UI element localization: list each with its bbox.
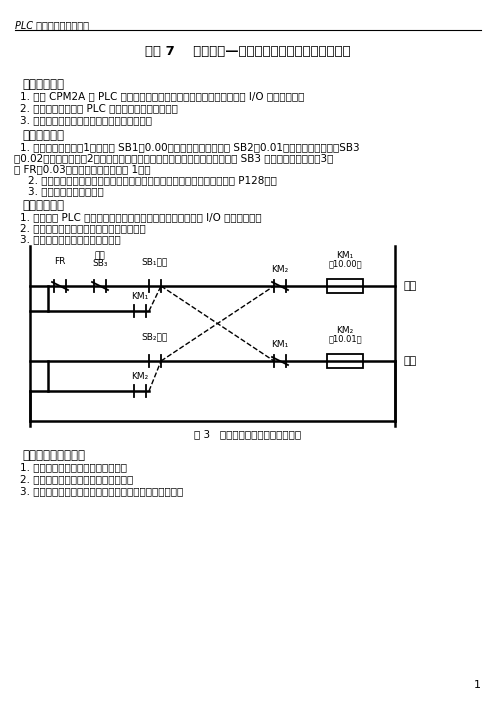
- Text: 三、实验步骤: 三、实验步骤: [22, 199, 64, 212]
- Text: 3. 调试并监控程序运行。: 3. 调试并监控程序运行。: [28, 186, 104, 196]
- Text: 图 3   电动机正反停维电器控制电路: 图 3 电动机正反停维电器控制电路: [194, 429, 302, 439]
- Text: 2. 通过实验程序熟悉 PLC 常用基本逻辑指令应用。: 2. 通过实验程序熟悉 PLC 常用基本逻辑指令应用。: [20, 103, 178, 113]
- Text: 停止: 停止: [95, 251, 105, 260]
- Text: 1. 正确连接 PLC 所需的各种电源、程序所需的输入开关板和 I/O 的接线端子。: 1. 正确连接 PLC 所需的各种电源、程序所需的输入开关板和 I/O 的接线端…: [20, 212, 261, 222]
- Text: KM₁: KM₁: [271, 340, 289, 349]
- Text: 正转: 正转: [403, 281, 416, 291]
- Text: SB₃: SB₃: [92, 259, 108, 268]
- Text: （0.02）控制停车；（2）正反转起动运行可以直接切换，不必经过停车，用 SB3 控制正反转停车；（3）: （0.02）控制停车；（2）正反转起动运行可以直接切换，不必经过停车，用 SB3…: [14, 153, 333, 163]
- Text: 反转: 反转: [403, 356, 416, 366]
- Text: 2. 写出上述梯形图程序的指令语句表。: 2. 写出上述梯形图程序的指令语句表。: [20, 474, 133, 484]
- Text: 1. 熟悉 CPM2A 型 PLC 的交流和直流电源的连接，熟悉输入开关板和 I/O 端子的连接。: 1. 熟悉 CPM2A 型 PLC 的交流和直流电源的连接，熟悉输入开关板和 I…: [20, 91, 305, 101]
- Text: 3. 运行、监控并调试，观察结果。: 3. 运行、监控并调试，观察结果。: [20, 234, 121, 244]
- Text: KM₁: KM₁: [336, 251, 354, 260]
- Text: KM₁: KM₁: [131, 292, 149, 301]
- Text: 1. 总结本次实验中程序运行的结果。: 1. 总结本次实验中程序运行的结果。: [20, 462, 127, 472]
- Text: （10.01）: （10.01）: [328, 334, 362, 343]
- Text: 2. 认真阅读分析三相异步电动机可逆控制的要求，编写梯形图程序（参考 P128）。: 2. 认真阅读分析三相异步电动机可逆控制的要求，编写梯形图程序（参考 P128）…: [28, 175, 277, 185]
- Text: PLC 应用技术实验指导书: PLC 应用技术实验指导书: [15, 20, 89, 30]
- Text: SB₁正转: SB₁正转: [142, 257, 168, 266]
- Text: SB₂反转: SB₂反转: [142, 332, 168, 341]
- Text: 四、实验总结及思考: 四、实验总结及思考: [22, 449, 85, 462]
- Text: （10.00）: （10.00）: [328, 259, 362, 268]
- Text: FR: FR: [55, 257, 65, 266]
- Text: 一、实验目的: 一、实验目的: [22, 78, 64, 91]
- Text: 2. 输入三相异步电动机可逆运行实验程序。: 2. 输入三相异步电动机可逆运行实验程序。: [20, 223, 146, 233]
- Text: 二、实验内容: 二、实验内容: [22, 129, 64, 142]
- Text: 3. 说明怎样编程可以使梯形图简洁直观，避免分支输出？: 3. 说明怎样编程可以使梯形图简洁直观，避免分支输出？: [20, 486, 183, 496]
- Text: 由 FR（0.03）作为过载保护（见图 1）。: 由 FR（0.03）作为过载保护（见图 1）。: [14, 164, 151, 174]
- Text: KM₂: KM₂: [336, 326, 354, 335]
- Text: 1: 1: [474, 680, 481, 690]
- Bar: [327, 354, 363, 368]
- Text: KM₂: KM₂: [131, 372, 149, 381]
- Text: 3. 初步掌握简单控制程序的设计及编程方法。: 3. 初步掌握简单控制程序的设计及编程方法。: [20, 115, 152, 125]
- Bar: [327, 279, 363, 293]
- Text: 实验 7    综合实验—三相异步电动机正反停控制程序: 实验 7 综合实验—三相异步电动机正反停控制程序: [145, 45, 351, 58]
- Text: KM₂: KM₂: [271, 265, 289, 274]
- Text: 1. 控制要求如下：（1）由按鈕 SB1（0.00）控制电动机正转，由 SB2（0.01）控制电动机反转，SB3: 1. 控制要求如下：（1）由按鈕 SB1（0.00）控制电动机正转，由 SB2（…: [20, 142, 360, 152]
